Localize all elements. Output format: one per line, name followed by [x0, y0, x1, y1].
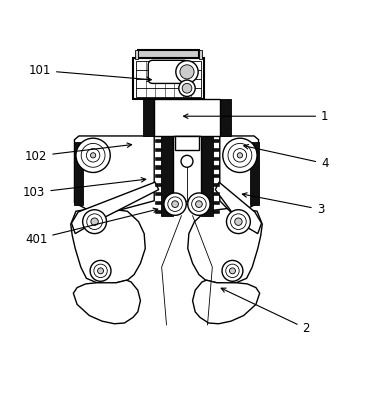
Circle shape — [231, 214, 246, 229]
Text: 101: 101 — [29, 64, 151, 82]
Circle shape — [191, 197, 206, 211]
Text: 3: 3 — [242, 193, 324, 216]
Bar — [133, 59, 204, 100]
Circle shape — [87, 214, 102, 229]
Text: 103: 103 — [23, 178, 146, 199]
Circle shape — [90, 260, 111, 281]
Polygon shape — [71, 208, 145, 284]
Circle shape — [168, 197, 183, 211]
Bar — [220, 100, 231, 136]
Bar — [175, 136, 199, 150]
Bar — [155, 183, 161, 186]
Circle shape — [182, 83, 192, 93]
Bar — [154, 100, 220, 136]
Circle shape — [226, 264, 239, 278]
Bar — [213, 201, 219, 204]
Bar — [136, 61, 201, 97]
Bar — [135, 49, 138, 59]
Bar — [143, 100, 154, 136]
Circle shape — [81, 144, 105, 167]
Polygon shape — [220, 136, 258, 216]
Text: 401: 401 — [25, 208, 158, 246]
Circle shape — [164, 193, 186, 215]
FancyBboxPatch shape — [148, 60, 188, 83]
Bar — [74, 142, 83, 205]
Circle shape — [76, 138, 110, 173]
Circle shape — [237, 153, 242, 158]
Circle shape — [180, 65, 194, 79]
Circle shape — [196, 201, 202, 208]
Bar — [155, 201, 161, 204]
Circle shape — [223, 138, 257, 173]
Bar — [155, 156, 161, 160]
Circle shape — [181, 155, 193, 167]
Circle shape — [228, 144, 252, 167]
Bar — [201, 136, 213, 216]
Circle shape — [227, 210, 250, 234]
Bar — [213, 148, 219, 151]
Circle shape — [172, 201, 178, 208]
Polygon shape — [215, 182, 261, 234]
Polygon shape — [188, 208, 262, 284]
Bar — [213, 174, 219, 177]
Bar — [155, 210, 161, 213]
Circle shape — [230, 268, 236, 274]
Circle shape — [83, 210, 107, 234]
Bar — [138, 50, 199, 59]
Circle shape — [235, 218, 242, 225]
Bar — [155, 139, 161, 142]
Circle shape — [91, 153, 96, 158]
Polygon shape — [71, 182, 159, 234]
Circle shape — [188, 193, 210, 215]
Text: 4: 4 — [244, 144, 329, 170]
Circle shape — [94, 264, 107, 278]
Bar — [155, 192, 161, 195]
Circle shape — [86, 149, 100, 162]
Text: 102: 102 — [25, 143, 132, 163]
Circle shape — [91, 218, 98, 225]
Circle shape — [222, 260, 243, 281]
Circle shape — [179, 80, 195, 96]
Bar — [213, 192, 219, 195]
Bar — [199, 49, 202, 59]
Bar — [213, 139, 219, 142]
Circle shape — [233, 149, 246, 162]
Bar — [213, 210, 219, 213]
Bar — [173, 136, 201, 201]
Bar — [250, 142, 258, 205]
Polygon shape — [73, 280, 140, 324]
Bar — [213, 183, 219, 186]
Bar — [213, 166, 219, 168]
Bar — [213, 156, 219, 160]
Bar — [155, 166, 161, 168]
Bar — [155, 174, 161, 177]
Text: 2: 2 — [221, 288, 310, 335]
Bar — [155, 148, 161, 151]
Polygon shape — [74, 136, 154, 216]
Text: 1: 1 — [184, 110, 329, 123]
Circle shape — [176, 61, 198, 83]
Polygon shape — [193, 280, 260, 324]
Circle shape — [98, 268, 104, 274]
Bar — [161, 136, 173, 216]
